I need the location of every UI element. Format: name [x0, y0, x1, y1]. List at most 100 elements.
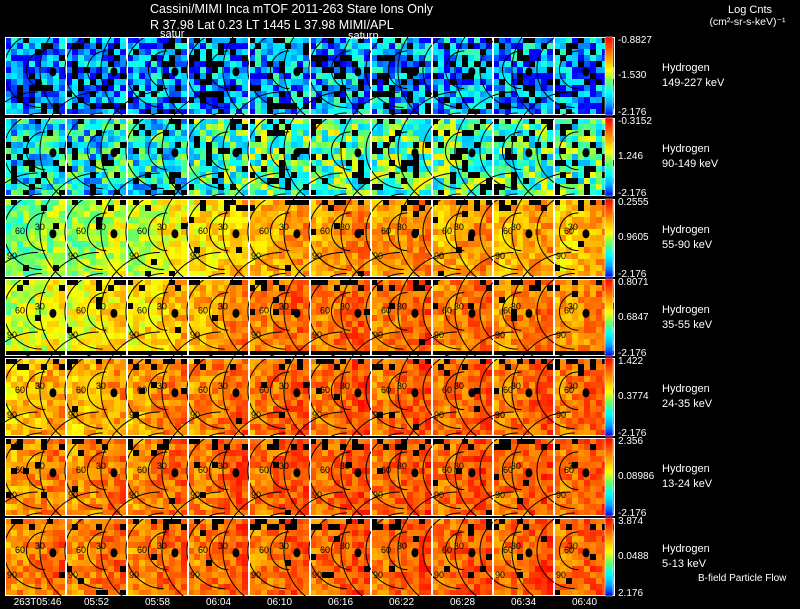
heatmap-cell [407, 297, 413, 303]
heatmap-cell [17, 315, 23, 321]
heatmap-cell [310, 271, 316, 277]
heatmap-cell [505, 160, 511, 166]
heatmap-cell [419, 67, 425, 73]
heatmap-cell [206, 315, 212, 321]
heatmap-cell [29, 370, 35, 376]
heatmap-cell [59, 211, 65, 217]
heatmap-cell [78, 61, 84, 67]
contour-line [3, 31, 42, 109]
contour-line [209, 50, 229, 90]
heatmap-cell [377, 211, 383, 217]
heatmap-cell [401, 285, 407, 291]
heatmap-cell [102, 79, 108, 85]
heatmap-cell [212, 217, 218, 223]
heatmap-cell [90, 235, 96, 241]
heatmap-cell [11, 103, 17, 109]
heatmap-cell [474, 235, 480, 241]
heatmap-cell [316, 291, 322, 297]
heatmap-cell [84, 73, 90, 79]
contour-line [125, 31, 164, 109]
heatmap-cell [316, 154, 322, 160]
heatmap-cell [322, 241, 328, 247]
heatmap-cell [236, 211, 242, 217]
heatmap-cell [316, 43, 322, 49]
heatmap-cell [529, 291, 535, 297]
heatmap-cell [425, 271, 431, 277]
saturn-marker [411, 67, 419, 77]
heatmap-cell [53, 406, 59, 412]
heatmap-cell [358, 49, 364, 55]
heatmap-cell [285, 303, 291, 309]
heatmap-cell [529, 166, 535, 172]
heatmap-cell [596, 142, 602, 148]
heatmap-cell [554, 297, 560, 303]
heatmap-cell [127, 315, 133, 321]
heatmap-cell [29, 148, 35, 154]
heatmap-cell [444, 345, 450, 351]
heatmap-cell [383, 166, 389, 172]
heatmap-cell [224, 229, 230, 235]
heatmap-cell [535, 235, 541, 241]
heatmap-cell [5, 199, 11, 205]
heatmap-cell [224, 297, 230, 303]
heatmap-cell [340, 37, 346, 43]
heatmap-cell [96, 124, 102, 130]
heatmap-cell [102, 345, 108, 351]
heatmap-cell [493, 49, 499, 55]
heatmap-cell [169, 315, 175, 321]
heatmap-cell [303, 85, 309, 91]
heatmap-cell [468, 190, 474, 196]
heatmap-cell [438, 178, 444, 184]
heatmap-cell [432, 235, 438, 241]
contour-label: 90 [434, 251, 444, 261]
heatmap-cell [395, 49, 401, 55]
heatmap-cell [547, 271, 553, 277]
heatmap-cell [194, 79, 200, 85]
heatmap-cell [468, 291, 474, 297]
heatmap-cell [499, 315, 505, 321]
heatmap-cell [78, 37, 84, 43]
heatmap-cell [53, 333, 59, 339]
heatmap-cell [407, 247, 413, 253]
heatmap-cell [444, 190, 450, 196]
heatmap-cell [72, 136, 78, 142]
heatmap-cell [352, 184, 358, 190]
heatmap-cell [584, 247, 590, 253]
heatmap-cell [535, 37, 541, 43]
heatmap-cell [194, 61, 200, 67]
heatmap-cell [78, 345, 84, 351]
heatmap-cell [157, 217, 163, 223]
heatmap-cell [181, 55, 187, 61]
heatmap-cell [596, 91, 602, 97]
heatmap-cell [102, 43, 108, 49]
heatmap-cell [41, 376, 47, 382]
heatmap-cell [96, 166, 102, 172]
heatmap-cell [389, 315, 395, 321]
heatmap-cell [541, 97, 547, 103]
heatmap-cell [584, 217, 590, 223]
heatmap-cell [285, 91, 291, 97]
heatmap-cell [425, 297, 431, 303]
heatmap-cell [547, 345, 553, 351]
heatmap-cell [389, 241, 395, 247]
heatmap-cell [212, 241, 218, 247]
heatmap-cell [72, 309, 78, 315]
heatmap-cell [59, 79, 65, 85]
contour-line [222, 172, 282, 292]
heatmap-cell [181, 241, 187, 247]
heatmap-cell [66, 55, 72, 61]
heatmap-cell [218, 103, 224, 109]
heatmap-cell [188, 190, 194, 196]
heatmap-cell [47, 124, 53, 130]
heatmap-cell [145, 327, 151, 333]
heatmap-cell [340, 136, 346, 142]
heatmap-cell [401, 223, 407, 229]
heatmap-cell [322, 321, 328, 327]
heatmap-cell [297, 333, 303, 339]
heatmap-cell [572, 49, 578, 55]
heatmap-cell [328, 124, 334, 130]
heatmap-cell [212, 172, 218, 178]
heatmap-cell [377, 67, 383, 73]
heatmap-cell [41, 345, 47, 351]
heatmap-cell [486, 309, 492, 315]
